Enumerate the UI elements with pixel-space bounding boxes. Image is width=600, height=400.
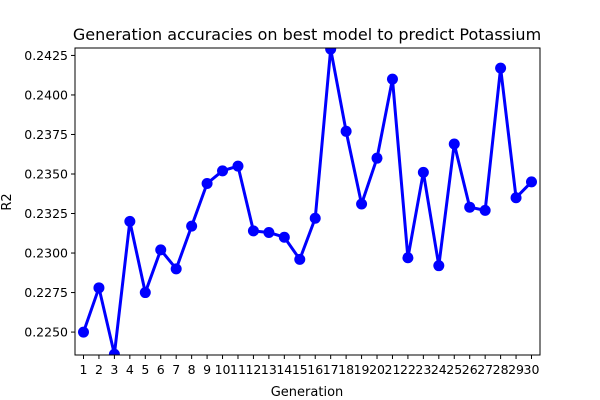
x-tick-label: 28 [493, 362, 509, 377]
data-point [510, 192, 522, 204]
x-tick-label: 15 [292, 362, 308, 377]
x-tick-label: 26 [462, 362, 478, 377]
x-tick-label: 6 [157, 362, 165, 377]
y-axis-label: R2 [0, 193, 15, 210]
data-point [201, 177, 213, 189]
x-tick-label: 24 [431, 362, 447, 377]
data-point [371, 152, 383, 164]
x-tick-label: 1 [80, 362, 88, 377]
x-tick-label: 11 [230, 362, 246, 377]
y-tick-label: 0.2300 [24, 246, 68, 261]
y-tick-label: 0.2325 [24, 206, 68, 221]
series-line [81, 48, 534, 355]
x-tick-label: 2 [95, 362, 103, 377]
data-point [108, 348, 120, 355]
x-tick-label: 12 [245, 362, 261, 377]
y-axis: 0.2250 0.2275 0.2300 0.2325 0.2350 0.2375 0.24… [24, 48, 75, 340]
x-tick-label: 17 [323, 362, 339, 377]
chart-title: Generation accuracies on best model to p… [73, 25, 541, 44]
x-tick-label: 22 [400, 362, 416, 377]
x-tick-label: 7 [172, 362, 180, 377]
data-point [325, 48, 337, 55]
data-point [278, 231, 290, 243]
x-tick-label: 8 [188, 362, 196, 377]
data-point [217, 165, 229, 177]
data-point [433, 260, 445, 272]
data-point [263, 226, 275, 238]
x-tick-label: 30 [524, 362, 540, 377]
data-point [402, 252, 414, 264]
x-tick-label: 27 [477, 362, 493, 377]
x-tick-label: 5 [141, 362, 149, 377]
data-point [448, 138, 460, 150]
x-tick-label: 20 [369, 362, 385, 377]
data-point [232, 160, 244, 172]
x-tick-label: 29 [508, 362, 524, 377]
x-axis: 1 2 3 4 5 6 7 8 9 10 11 12 13 14 15 16 17 18 19 20 21 22 23 24 2… [80, 355, 540, 377]
y-tick-label: 0.2375 [24, 127, 68, 142]
data-point [479, 204, 491, 216]
y-tick-label: 0.2275 [24, 285, 68, 300]
data-point [386, 73, 398, 85]
plot-area [77, 48, 538, 355]
x-tick-label: 3 [110, 362, 118, 377]
x-tick-label: 16 [307, 362, 323, 377]
data-point [139, 287, 151, 299]
data-point [186, 220, 198, 232]
x-tick-label: 14 [276, 362, 292, 377]
data-point [417, 166, 429, 178]
y-tick-label: 0.2250 [24, 325, 68, 340]
data-point [155, 244, 167, 256]
y-tick-label: 0.2350 [24, 166, 68, 181]
x-tick-label: 4 [126, 362, 134, 377]
data-point [340, 125, 352, 137]
data-point [294, 253, 306, 265]
data-point [247, 225, 259, 237]
data-point [464, 201, 476, 213]
y-tick-label: 0.2400 [24, 87, 68, 102]
data-point [495, 62, 507, 74]
x-tick-label: 19 [354, 362, 370, 377]
y-tick-label: 0.2425 [24, 48, 68, 63]
x-axis-label: Generation [271, 385, 344, 400]
data-point [526, 176, 538, 188]
data-point [93, 282, 105, 294]
plot-frame [74, 47, 541, 356]
data-point [124, 215, 136, 227]
x-tick-label: 21 [385, 362, 401, 377]
data-point [356, 198, 368, 210]
x-tick-label: 18 [338, 362, 354, 377]
data-point [309, 212, 321, 224]
data-point [170, 263, 182, 275]
x-tick-label: 13 [261, 362, 277, 377]
x-tick-label: 25 [446, 362, 462, 377]
data-point [77, 326, 89, 338]
x-tick-label: 10 [215, 362, 231, 377]
x-tick-label: 9 [203, 362, 211, 377]
x-tick-label: 23 [415, 362, 431, 377]
